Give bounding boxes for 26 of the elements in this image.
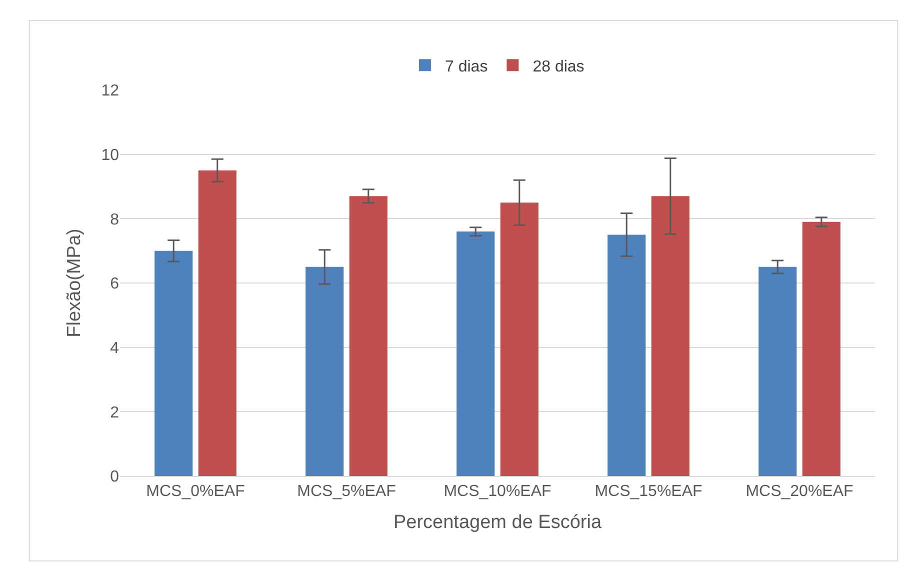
y-tick-label: 6	[110, 276, 120, 293]
bar	[500, 202, 538, 476]
bar	[802, 222, 840, 476]
legend-label: 28 dias	[532, 58, 584, 76]
x-axis-title: Percentagem de Escória	[393, 512, 602, 533]
bar	[198, 170, 236, 476]
y-tick-label: 2	[110, 404, 120, 422]
x-tick-label: MCS_10%EAF	[444, 483, 552, 500]
x-tick-label: MCS_15%EAF	[594, 483, 703, 500]
bar	[456, 232, 495, 476]
y-tick-label: 12	[101, 82, 120, 100]
bar	[758, 266, 797, 476]
x-tick-label: MCS_20%EAF	[746, 483, 854, 500]
x-tick-label: MCS_5%EAF	[297, 483, 396, 500]
bar	[608, 234, 646, 476]
y-tick-label: 0	[110, 468, 120, 486]
y-tick-label: 4	[110, 340, 120, 357]
y-tick-label: 8	[110, 211, 120, 228]
y-axis-title: Flexão(MPa)	[64, 228, 86, 338]
bar	[349, 196, 388, 476]
bar	[154, 250, 193, 476]
bar	[651, 196, 690, 476]
y-tick-label: 10	[101, 146, 120, 164]
bar	[306, 266, 344, 476]
legend-label: 7 dias	[445, 58, 488, 76]
x-tick-label: MCS_0%EAF	[146, 483, 246, 500]
